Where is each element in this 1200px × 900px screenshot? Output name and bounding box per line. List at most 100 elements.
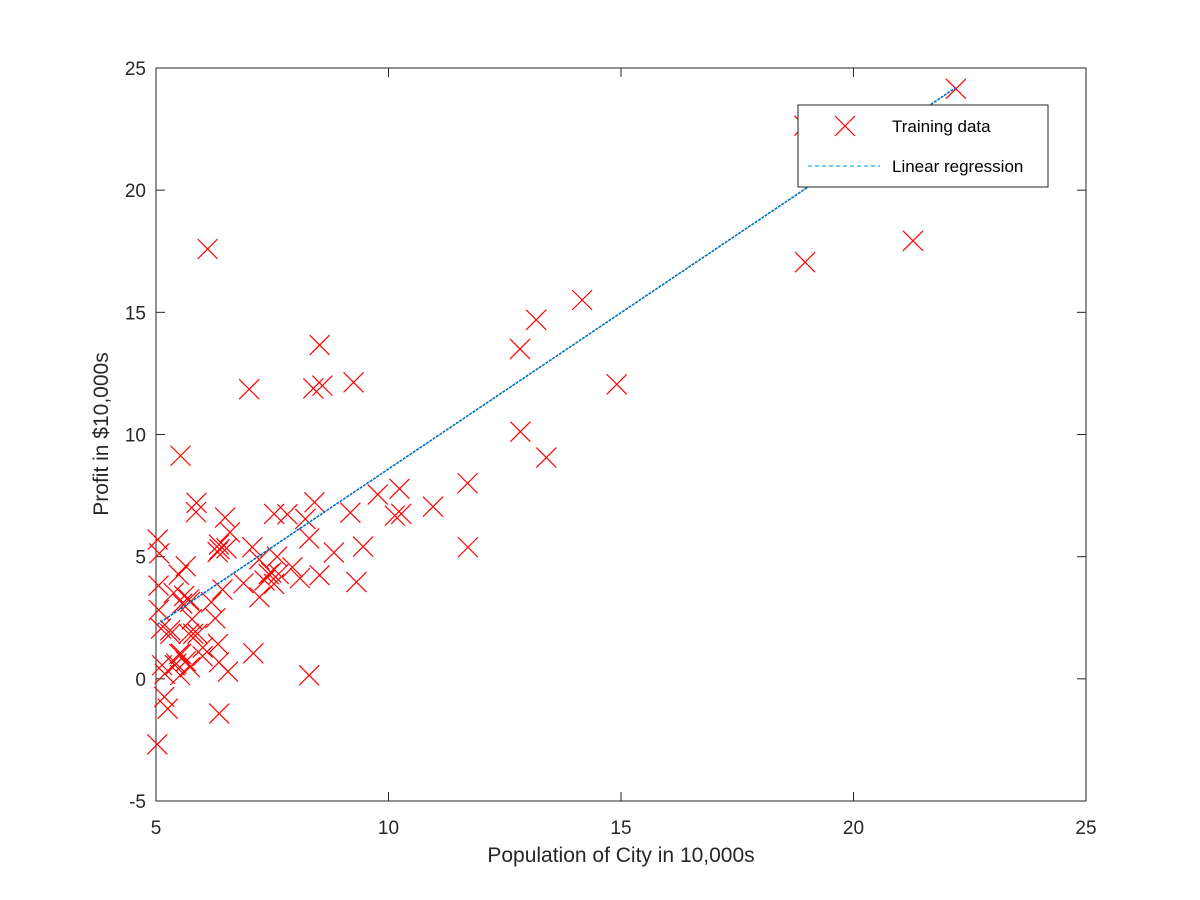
data-point (249, 586, 270, 608)
data-point (216, 537, 237, 559)
legend-x-marker-icon (834, 115, 856, 137)
legend: Training data Linear regression (797, 104, 1049, 188)
data-point (147, 529, 169, 550)
data-point (179, 656, 201, 678)
data-point (260, 562, 282, 584)
training-data-series (146, 78, 967, 755)
x-tick-label: 5 (151, 818, 162, 839)
data-point (208, 703, 230, 724)
data-point (384, 505, 406, 527)
data-point (178, 588, 200, 610)
data-point (207, 633, 229, 655)
data-point (389, 478, 410, 500)
data-point (150, 618, 172, 639)
data-point (175, 555, 197, 577)
data-point (794, 251, 816, 273)
data-point (311, 375, 333, 397)
y-tick-label: 20 (125, 181, 146, 202)
data-point (209, 538, 230, 560)
data-point (535, 447, 557, 469)
data-point (352, 536, 374, 557)
data-point (281, 556, 303, 578)
data-point (263, 573, 285, 595)
data-point (212, 579, 233, 601)
data-point (148, 542, 170, 564)
data-point (204, 607, 226, 629)
x-tick-label: 20 (843, 818, 864, 839)
y-tick-label: 25 (125, 59, 146, 80)
data-point (302, 377, 324, 399)
data-point (304, 491, 325, 513)
data-point (289, 567, 311, 589)
data-point (422, 496, 444, 518)
data-point (153, 686, 175, 708)
y-tick-label: 10 (125, 426, 146, 447)
data-point (168, 564, 190, 586)
data-point (182, 623, 204, 645)
data-point (148, 599, 170, 621)
data-point (157, 698, 179, 720)
data-point (148, 575, 169, 597)
data-point (323, 542, 345, 563)
data-point (159, 623, 181, 645)
data-point (343, 371, 364, 393)
data-point (187, 623, 208, 645)
data-point (298, 664, 320, 686)
x-tick-label: 10 (378, 818, 399, 839)
y-tick-label: -5 (129, 792, 146, 813)
data-point (606, 373, 628, 395)
data-point (208, 651, 230, 673)
data-point (309, 564, 330, 586)
data-point (263, 503, 285, 525)
data-point (268, 563, 290, 585)
data-point (294, 508, 316, 530)
data-point (457, 472, 478, 494)
data-point (171, 593, 193, 614)
data-point (457, 536, 479, 558)
data-point (509, 338, 531, 360)
data-point (258, 563, 280, 585)
data-point (200, 591, 222, 613)
y-tick-label: 0 (135, 670, 146, 691)
y-axis: -5 0 5 10 15 20 25 (125, 59, 1086, 813)
data-point (298, 528, 320, 549)
data-point (146, 733, 168, 755)
data-point (525, 309, 547, 331)
data-point (367, 484, 389, 505)
data-point (169, 664, 191, 686)
x-tick-label: 15 (610, 818, 631, 839)
legend-label-training-data: Training data (892, 117, 991, 136)
data-point (309, 334, 331, 356)
data-point (902, 230, 924, 252)
data-point (945, 78, 967, 100)
data-point (192, 645, 214, 667)
data-point (208, 534, 230, 555)
data-point (509, 421, 531, 443)
data-point (170, 445, 191, 467)
legend-label-linear-regression: Linear regression (892, 157, 1023, 176)
data-point (197, 238, 219, 260)
data-point (165, 653, 187, 675)
legend-box (797, 104, 1049, 188)
data-point (233, 572, 254, 594)
x-axis-label: Population of City in 10,000s (487, 844, 754, 867)
data-point (170, 643, 192, 665)
data-point (159, 619, 181, 641)
y-tick-label: 15 (125, 303, 146, 324)
y-tick-label: 5 (135, 548, 146, 569)
data-point (242, 642, 264, 664)
data-point (186, 492, 207, 514)
legend-marker-glyph (834, 115, 856, 137)
data-point (185, 501, 207, 523)
data-point (266, 546, 288, 568)
data-point (390, 503, 412, 525)
data-point (571, 289, 593, 311)
y-axis-label: Profit in $10,000s (90, 352, 113, 515)
data-point (178, 623, 200, 645)
data-point (241, 536, 263, 558)
data-point (339, 502, 361, 524)
x-axis: 5 10 15 20 25 (151, 68, 1097, 839)
plot-area-frame (155, 67, 1087, 802)
